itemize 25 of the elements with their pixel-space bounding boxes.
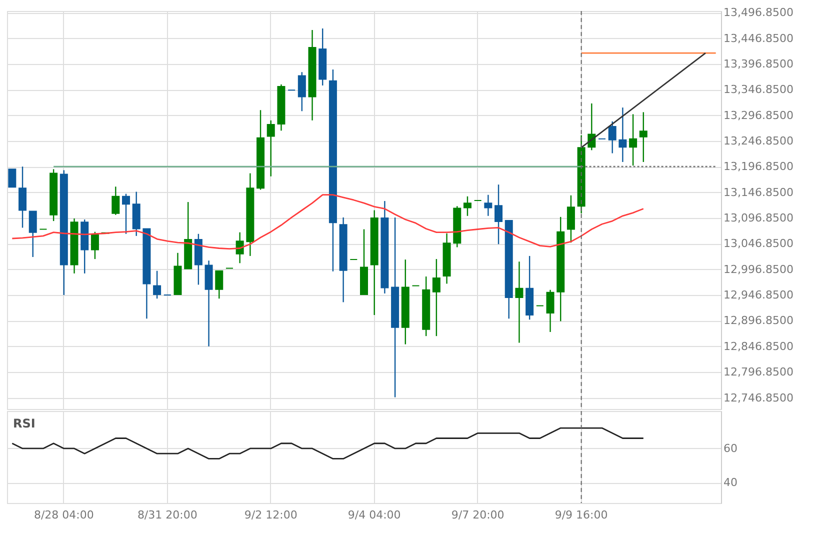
y-tick-label: 13,146.8500 <box>724 186 794 199</box>
x-tick-label: 9/9 16:00 <box>554 508 608 522</box>
y-tick-label: 12,996.8500 <box>724 262 794 276</box>
x-tick-label: 9/2 12:00 <box>244 508 298 522</box>
x-tick-label: 8/31 20:00 <box>137 508 198 522</box>
y-tick-label: 13,396.8500 <box>724 57 794 70</box>
y-tick-label: 60 <box>724 442 738 455</box>
x-tick-label: 9/4 04:00 <box>348 508 401 522</box>
text: RSI <box>13 416 36 430</box>
y-tick-label: 13,496.8500 <box>724 6 794 20</box>
y-tick-label: 13,446.8500 <box>724 32 794 45</box>
y-tick-label: 12,946.8500 <box>724 288 794 302</box>
x-tick-label: 8/28 04:00 <box>34 508 94 522</box>
y-tick-label: 13,346.8500 <box>724 83 794 96</box>
y-tick-label: 40 <box>724 476 738 490</box>
y-tick-label: 13,296.8500 <box>724 108 794 122</box>
y-tick-label: 12,896.8500 <box>724 314 794 328</box>
y-tick-label: 13,046.8500 <box>724 237 794 250</box>
y-tick-label: 12,796.8500 <box>724 366 794 379</box>
y-tick-label: 12,846.8500 <box>724 340 794 353</box>
x-tick-label: 9/7 20:00 <box>451 508 504 522</box>
y-tick-label: 13,096.8500 <box>724 212 794 225</box>
y-tick-label: 13,196.8500 <box>724 160 794 174</box>
y-tick-label: 13,246.8500 <box>724 134 794 148</box>
y-tick-label: 12,746.8500 <box>724 391 794 404</box>
